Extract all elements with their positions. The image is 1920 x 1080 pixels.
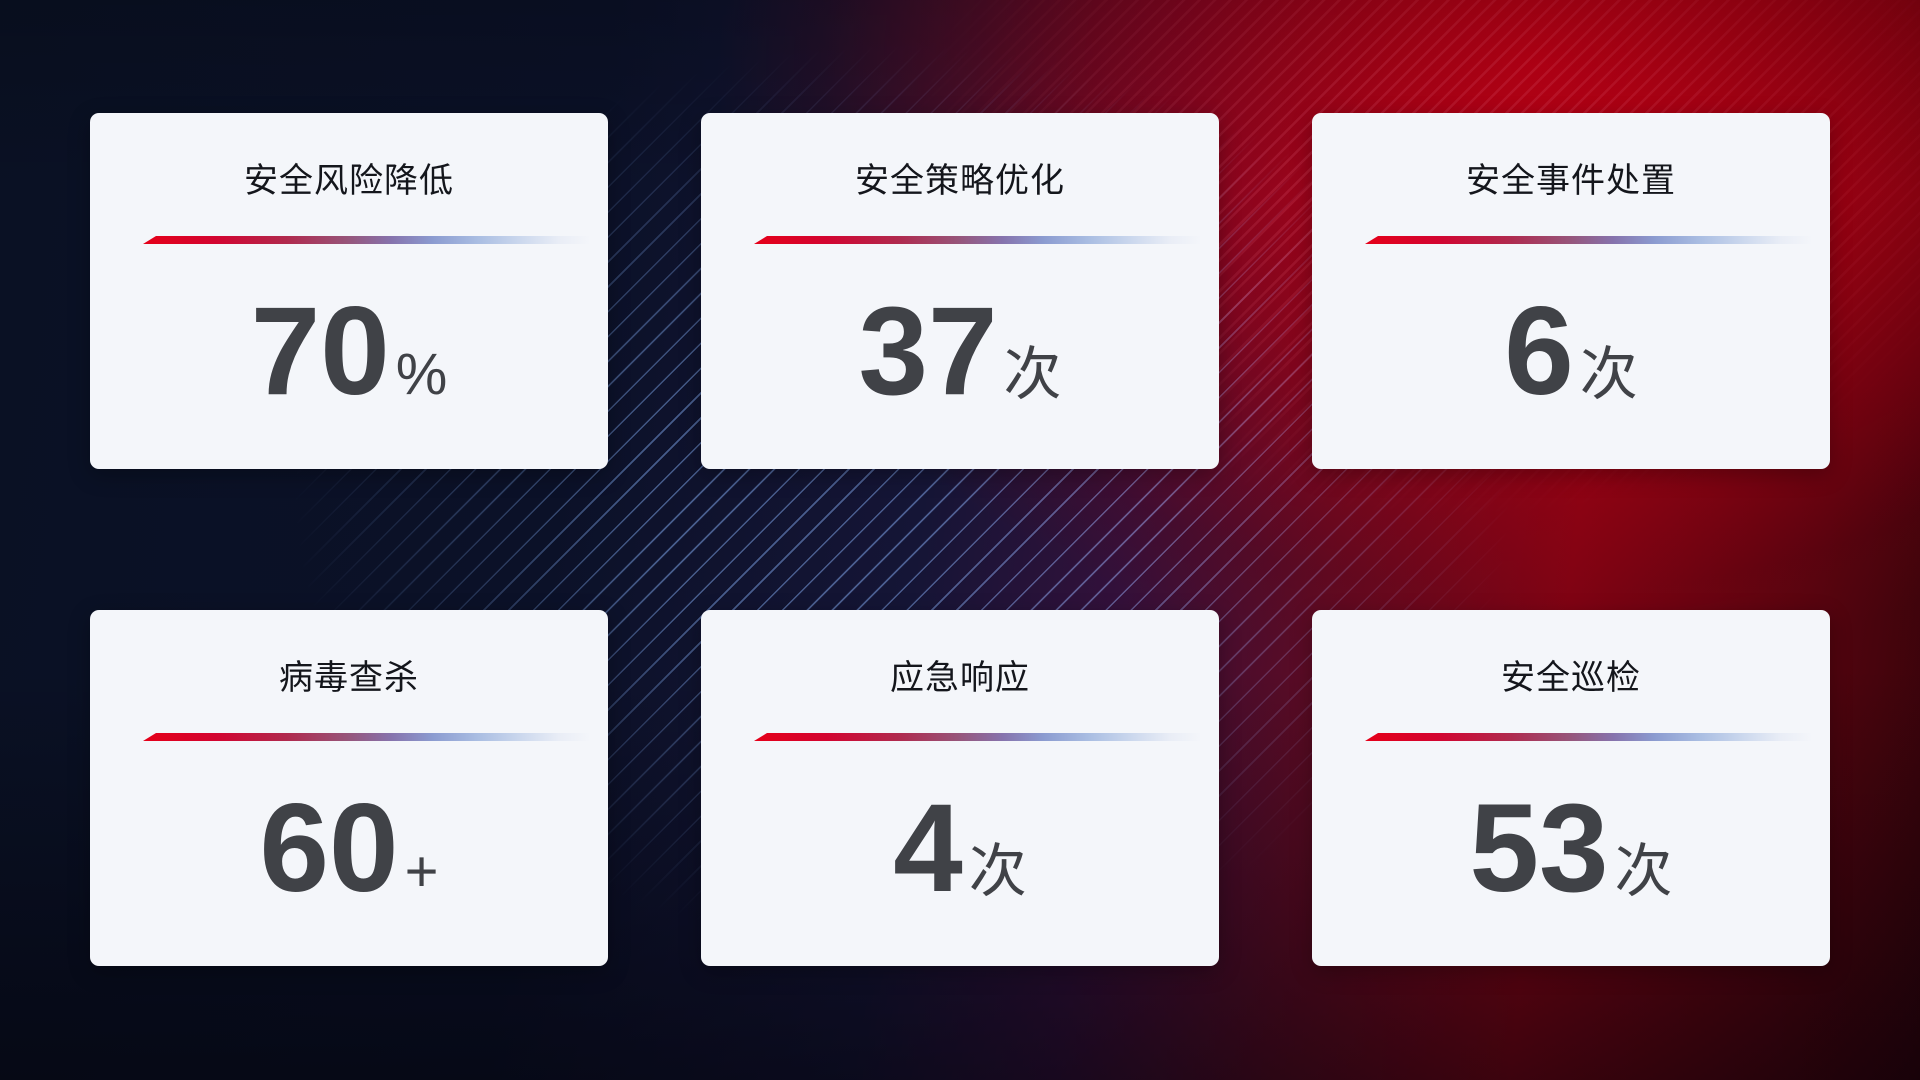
stat-card-risk-reduction: 安全风险降低 70 % — [90, 113, 608, 469]
gradient-underline — [1365, 236, 1817, 244]
stat-value: 70 — [250, 282, 390, 421]
stat-unit: % — [395, 342, 448, 407]
gradient-underline — [1365, 733, 1817, 741]
stat-card-incident-handling: 安全事件处置 6 次 — [1312, 113, 1830, 469]
stat-unit: + — [404, 839, 439, 904]
stat-unit: 次 — [968, 839, 1027, 904]
gradient-underline — [143, 733, 595, 741]
gradient-underline — [143, 236, 595, 244]
stat-card-emergency-response: 应急响应 4 次 — [701, 610, 1219, 966]
stat-value-row: 53 次 — [1312, 779, 1830, 918]
gradient-underline — [754, 733, 1206, 741]
stat-value-row: 37 次 — [701, 282, 1219, 421]
stat-value: 4 — [893, 779, 963, 918]
stat-value-row: 70 % — [90, 282, 608, 421]
stat-value-row: 4 次 — [701, 779, 1219, 918]
stat-card-security-inspection: 安全巡检 53 次 — [1312, 610, 1830, 966]
stat-value-row: 6 次 — [1312, 282, 1830, 421]
stat-card-grid: 安全风险降低 70 % 安全策略优化 37 次 安全事件处置 6 次 病毒查 — [90, 113, 1830, 966]
stat-value: 37 — [858, 282, 998, 421]
stat-unit: 次 — [1579, 342, 1638, 407]
stat-unit: 次 — [1003, 342, 1062, 407]
gradient-underline — [754, 236, 1206, 244]
stat-value-row: 60 + — [90, 779, 608, 918]
stat-value: 60 — [259, 779, 399, 918]
stat-card-title: 安全巡检 — [1501, 659, 1641, 697]
stat-card-virus-scan: 病毒查杀 60 + — [90, 610, 608, 966]
stat-card-policy-optimization: 安全策略优化 37 次 — [701, 113, 1219, 469]
stat-card-title: 安全策略优化 — [855, 162, 1065, 200]
stat-value: 6 — [1504, 282, 1574, 421]
stat-unit: 次 — [1614, 839, 1673, 904]
stat-value: 53 — [1469, 779, 1609, 918]
stat-card-title: 安全风险降低 — [244, 162, 454, 200]
stat-card-title: 安全事件处置 — [1466, 162, 1676, 200]
stat-card-title: 病毒查杀 — [279, 659, 419, 697]
stat-card-title: 应急响应 — [890, 659, 1030, 697]
